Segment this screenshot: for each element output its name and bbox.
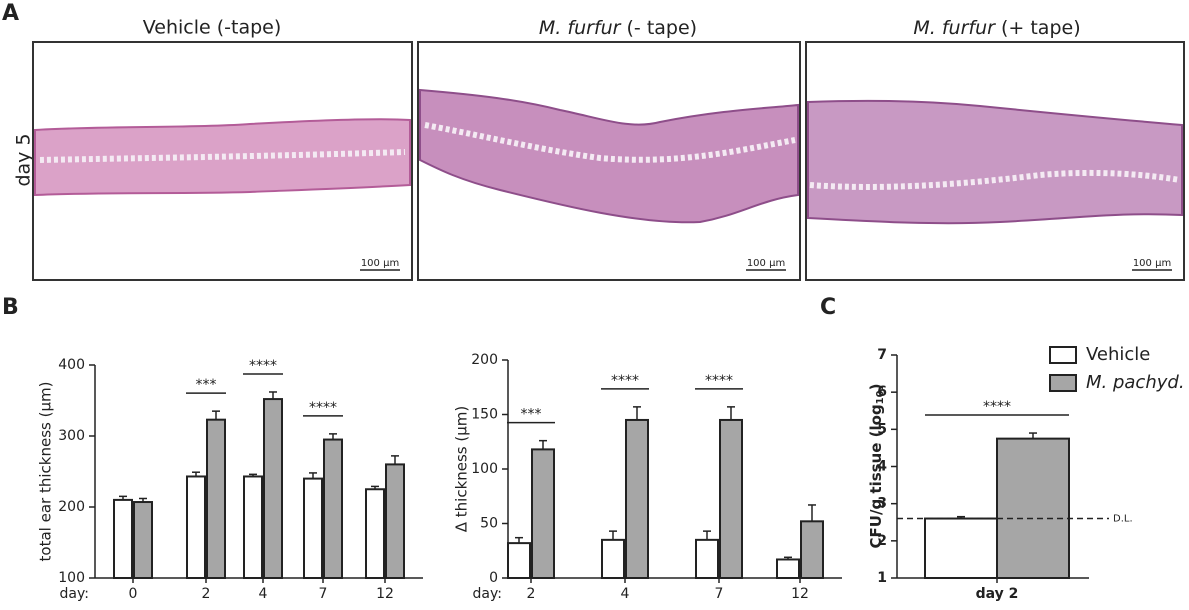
bar [531, 448, 555, 579]
scale-bar-label: 100 µm [1133, 258, 1171, 269]
bar [263, 398, 283, 579]
bar [507, 542, 531, 579]
significance-label: **** [705, 373, 733, 389]
legend-label: Vehicle [1086, 344, 1150, 365]
bar [996, 437, 1070, 579]
y-tick-label: 150 [471, 407, 498, 423]
bar [924, 517, 998, 579]
y-tick-label: 1 [877, 570, 887, 586]
y-tick-label: 200 [471, 352, 498, 368]
y-label-part: CFU/g tissue (log [867, 404, 885, 548]
y-tick-label: 6 [877, 384, 887, 400]
x-tick-label: 4 [259, 586, 268, 602]
panel-letter: C [820, 295, 836, 320]
significance-label: **** [983, 399, 1011, 415]
y-tick-label: 5 [877, 421, 887, 437]
significance-label: **** [309, 400, 337, 416]
y-tick-label: 300 [58, 428, 85, 444]
legend-label: M. pachyd. [1086, 372, 1185, 393]
significance-label: **** [249, 358, 277, 374]
tissue-detail [809, 169, 1181, 190]
x-tick-label: 7 [715, 586, 724, 602]
panel-letter: A [2, 1, 19, 26]
image-title: M. furfur (+ tape) [913, 17, 1080, 39]
legend-swatch [1049, 374, 1077, 392]
tissue-detail [39, 149, 406, 163]
image-title-rest: (+ tape) [995, 17, 1081, 39]
image-title: Vehicle (-tape) [143, 17, 282, 39]
bar [800, 520, 824, 580]
bar [186, 475, 206, 579]
x-tick-label: 2 [527, 586, 536, 602]
bar [601, 538, 625, 579]
x-tick-label: day 2 [976, 586, 1019, 602]
image-title-rest: (- tape) [620, 17, 697, 39]
tissue [419, 88, 799, 224]
y-label-subscript: 10 [875, 390, 886, 404]
y-tick-label: 2 [877, 533, 887, 549]
x-tick-label: 12 [791, 586, 809, 602]
bar [303, 477, 323, 580]
y-axis-label: CFU/g tissue (log10) [867, 384, 887, 549]
bar [385, 463, 405, 579]
y-axis-label: total ear thickness (µm) [37, 382, 55, 562]
y-tick-label: 200 [58, 499, 85, 515]
bar [365, 488, 385, 579]
x-tick-label: 7 [319, 586, 328, 602]
y-tick-label: 50 [480, 516, 498, 532]
bar [133, 501, 153, 579]
y-tick-label: 3 [877, 496, 887, 512]
scale-bar-label: 100 µm [747, 258, 785, 269]
bar [323, 438, 343, 579]
bar [625, 418, 649, 580]
panel-letter: B [2, 295, 19, 320]
bar [243, 475, 263, 579]
legend-swatch [1049, 346, 1077, 364]
y-tick-label: 100 [58, 570, 85, 586]
significance-label: *** [521, 407, 542, 423]
y-axis-label: Δ thickness (µm) [453, 406, 471, 533]
bar [113, 498, 133, 579]
bar [776, 558, 800, 579]
bar [719, 418, 743, 580]
y-tick-label: 0 [489, 570, 498, 586]
x-tick-label: 0 [129, 586, 138, 602]
significance-label: **** [611, 373, 639, 389]
significance-label: *** [196, 377, 217, 393]
x-tick-label: 12 [376, 586, 394, 602]
x-tick-label: 2 [202, 586, 211, 602]
y-label-part: ) [867, 384, 885, 391]
x-axis-label: day: [60, 586, 89, 602]
scale-bar-label: 100 µm [361, 258, 399, 269]
row-label: day 5 [13, 133, 35, 186]
y-tick-label: 400 [58, 357, 85, 373]
tissue-detail [424, 122, 796, 163]
x-tick-label: 4 [621, 586, 630, 602]
bar [206, 418, 226, 580]
histology-images [32, 41, 1185, 281]
image-title-italic: M. furfur [539, 17, 622, 39]
detection-limit-label: D.L. [1113, 514, 1133, 525]
image-title: M. furfur (- tape) [539, 17, 697, 39]
x-axis-label: day: [473, 586, 502, 602]
y-tick-label: 100 [471, 461, 498, 477]
y-tick-label: 4 [877, 459, 887, 475]
tissue [807, 99, 1183, 225]
image-title-italic: M. furfur [913, 17, 996, 39]
bar [695, 538, 719, 579]
y-tick-label: 7 [877, 347, 887, 363]
